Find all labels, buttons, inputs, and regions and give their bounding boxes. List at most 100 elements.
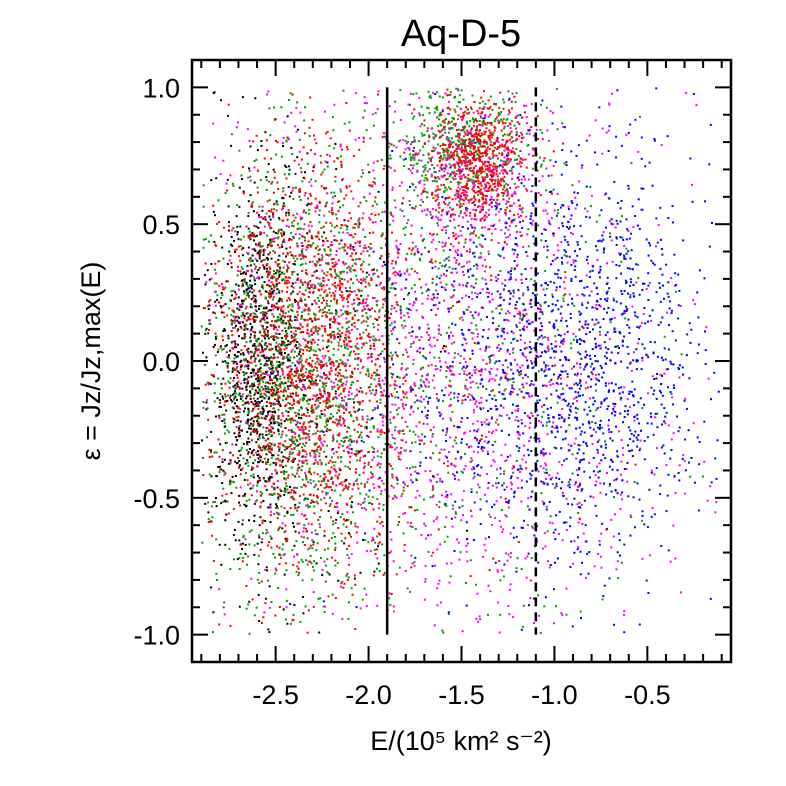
scatter-point	[517, 154, 520, 157]
scatter-point	[326, 311, 329, 314]
scatter-point	[448, 186, 451, 189]
scatter-point	[253, 544, 256, 547]
scatter-point	[298, 150, 301, 153]
scatter-point	[496, 468, 498, 471]
scatter-point	[460, 163, 463, 166]
scatter-point	[423, 513, 426, 515]
scatter-point	[247, 555, 250, 558]
scatter-point	[568, 293, 571, 296]
scatter-point	[348, 354, 351, 357]
scatter-point	[472, 450, 475, 453]
scatter-point	[310, 348, 313, 350]
scatter-point	[576, 400, 578, 402]
scatter-point	[308, 135, 311, 137]
scatter-point	[296, 420, 299, 423]
scatter-point	[399, 243, 402, 245]
scatter-point	[264, 568, 267, 571]
scatter-point	[247, 408, 250, 411]
scatter-point	[226, 441, 228, 444]
scatter-point	[501, 327, 504, 330]
scatter-point	[445, 283, 448, 286]
scatter-point	[398, 566, 401, 569]
scatter-point	[384, 488, 387, 491]
scatter-point	[480, 233, 483, 236]
scatter-point	[287, 411, 290, 413]
scatter-point	[463, 373, 466, 375]
scatter-point	[231, 368, 234, 371]
scatter-point	[306, 504, 309, 507]
scatter-point	[447, 94, 450, 96]
scatter-point	[438, 240, 441, 243]
scatter-point	[216, 397, 219, 400]
scatter-point	[390, 550, 393, 553]
scatter-point	[422, 398, 425, 401]
scatter-point	[600, 566, 603, 569]
scatter-point	[250, 233, 253, 236]
scatter-point	[533, 436, 536, 439]
scatter-point	[515, 278, 517, 281]
scatter-point	[315, 562, 318, 565]
scatter-point	[345, 228, 348, 231]
scatter-point	[503, 101, 506, 104]
scatter-point	[479, 112, 482, 115]
scatter-point	[395, 446, 398, 449]
scatter-point	[240, 303, 243, 306]
scatter-point	[420, 159, 423, 162]
scatter-point	[364, 308, 367, 310]
scatter-point	[328, 359, 331, 362]
scatter-point	[247, 215, 250, 217]
scatter-point	[692, 422, 695, 425]
scatter-point	[293, 375, 296, 377]
scatter-point	[248, 600, 251, 603]
scatter-point	[414, 336, 417, 339]
scatter-point	[275, 472, 278, 475]
scatter-point	[472, 180, 475, 183]
scatter-point	[443, 190, 446, 193]
scatter-point	[399, 458, 402, 461]
scatter-point	[350, 522, 353, 525]
scatter-point	[254, 249, 257, 252]
scatter-point	[543, 228, 546, 231]
scatter-point	[420, 198, 423, 201]
scatter-point	[308, 370, 311, 372]
scatter-point	[374, 182, 377, 185]
scatter-point	[234, 539, 237, 542]
scatter-point	[525, 382, 528, 385]
scatter-point	[321, 235, 323, 238]
scatter-point	[265, 480, 268, 483]
scatter-point	[382, 184, 385, 187]
scatter-point	[413, 382, 416, 385]
scatter-point	[344, 383, 347, 386]
scatter-point	[470, 331, 473, 334]
scatter-point	[365, 200, 368, 203]
scatter-point	[418, 159, 420, 162]
scatter-point	[350, 553, 353, 555]
scatter-point	[285, 268, 288, 271]
scatter-point	[242, 542, 244, 545]
scatter-point	[516, 313, 519, 315]
scatter-point	[238, 392, 241, 395]
scatter-point	[449, 398, 452, 401]
scatter-point	[270, 348, 273, 351]
scatter-point	[234, 251, 236, 253]
scatter-point	[235, 355, 238, 358]
scatter-point	[513, 337, 516, 340]
scatter-point	[245, 372, 248, 375]
scatter-point	[206, 407, 209, 410]
scatter-point	[252, 382, 255, 385]
scatter-point	[321, 430, 324, 432]
scatter-point	[346, 225, 349, 228]
scatter-point	[456, 538, 458, 541]
scatter-point	[329, 253, 332, 256]
scatter-point	[276, 486, 279, 489]
scatter-point	[290, 334, 293, 337]
scatter-point	[339, 516, 342, 519]
scatter-point	[366, 368, 369, 371]
scatter-point	[338, 231, 341, 234]
scatter-point	[494, 440, 497, 443]
scatter-point	[457, 186, 460, 189]
scatter-point	[439, 188, 442, 191]
scatter-point	[440, 413, 443, 416]
scatter-point	[355, 454, 358, 457]
scatter-point	[388, 592, 391, 595]
